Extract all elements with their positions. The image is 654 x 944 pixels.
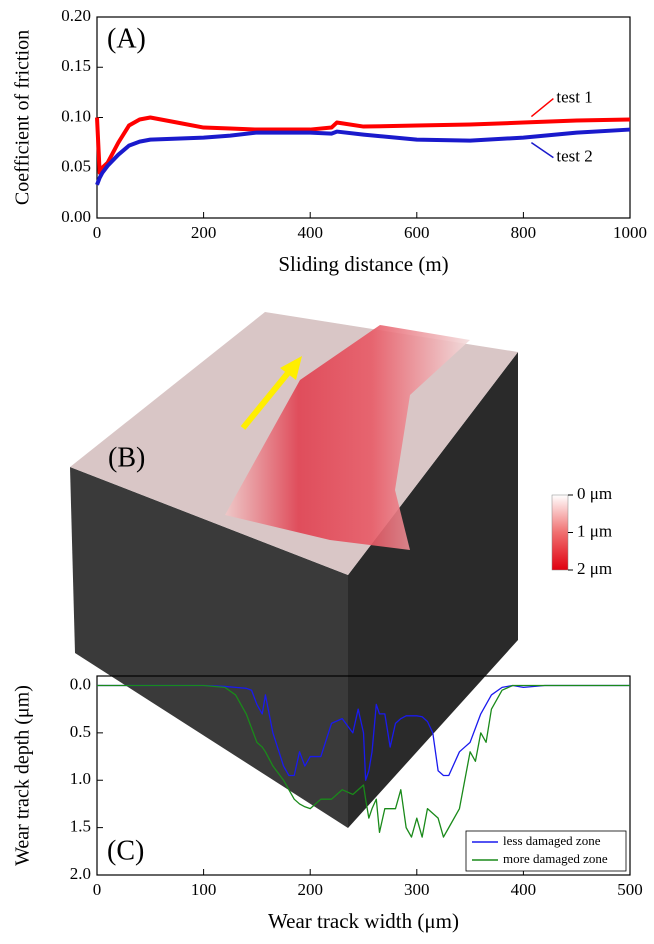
y-tick-label: 0.5 [70, 722, 91, 741]
block-side [348, 352, 518, 828]
colorbar-label: 0 μm [577, 484, 612, 503]
y-tick-label: 0.20 [61, 6, 91, 25]
y-tick-label: 0.15 [61, 56, 91, 75]
x-tick-label: 100 [191, 880, 217, 899]
x-tick-label: 500 [617, 880, 643, 899]
series-line [95, 115, 631, 175]
legend-label: less damaged zone [503, 833, 601, 848]
wear-track [225, 325, 470, 550]
x-axis-label: Wear track width (μm) [268, 909, 459, 933]
x-tick-label: 200 [297, 880, 323, 899]
y-tick-label: 0.0 [70, 674, 91, 693]
colorbar-label: 1 μm [577, 521, 612, 540]
y-tick-label: 1.5 [70, 817, 91, 836]
series-annotation: test 2 [556, 147, 592, 166]
legend-box [465, 830, 627, 872]
plot-frame [96, 675, 631, 876]
x-tick-label: 400 [297, 223, 323, 242]
colorbar-label: 2 μm [577, 559, 612, 578]
x-tick-label: 200 [191, 223, 217, 242]
x-tick-label: 400 [511, 880, 537, 899]
y-tick-label: 0.05 [61, 157, 91, 176]
plot-frame [96, 16, 631, 219]
colorbar [551, 494, 569, 571]
panel-label: (B) [108, 442, 145, 473]
sliding-arrow [240, 366, 295, 430]
y-tick-label: 2.0 [70, 864, 91, 883]
panel-label: (A) [107, 23, 146, 54]
annotation-arrow [530, 97, 554, 118]
y-axis-label: Wear track depth (μm) [12, 685, 34, 866]
y-tick-label: 1.0 [70, 769, 91, 788]
series-line [97, 684, 630, 781]
x-tick-label: 800 [511, 223, 537, 242]
y-axis-label: Coefficient of friction [12, 30, 34, 205]
x-axis-label: Sliding distance (m) [278, 252, 448, 276]
series-annotation: test 1 [556, 87, 592, 106]
y-tick-label: 0.10 [61, 106, 91, 125]
sliding-arrowhead [280, 356, 302, 380]
panel-b-image [70, 312, 569, 828]
legend-label: more damaged zone [503, 851, 608, 866]
x-tick-label: 600 [404, 223, 430, 242]
x-tick-label: 1000 [613, 223, 647, 242]
block-front [70, 467, 348, 828]
y-tick-label: 0.00 [61, 207, 91, 226]
x-tick-label: 0 [93, 223, 102, 242]
series-line [97, 684, 630, 838]
x-tick-label: 0 [93, 880, 102, 899]
x-tick-label: 300 [404, 880, 430, 899]
panel-label: (C) [107, 835, 144, 866]
series-line [95, 127, 631, 186]
annotation-arrow [530, 141, 554, 159]
